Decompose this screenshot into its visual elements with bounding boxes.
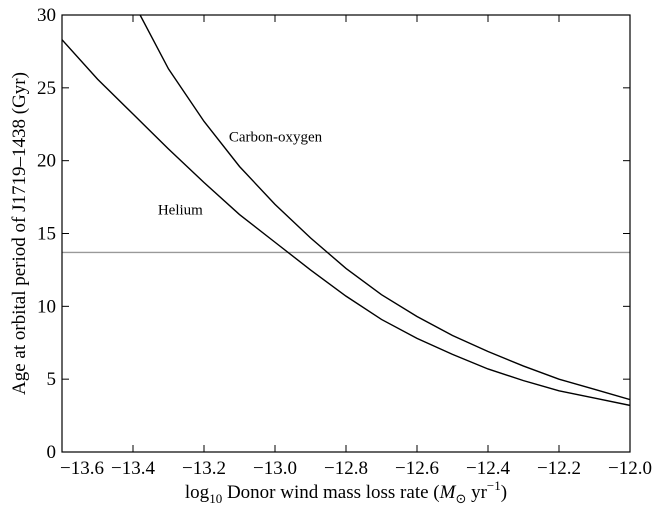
- x-tick-label: −12.2: [537, 458, 581, 479]
- x-axis-label-unit-exp: −1: [487, 478, 501, 493]
- x-tick-label: −12.4: [466, 458, 510, 479]
- x-tick-label: −13.0: [253, 458, 297, 479]
- y-tick-label: 30: [37, 5, 56, 26]
- y-tick-label: 0: [47, 442, 57, 463]
- x-axis-label: log10 Donor wind mass loss rate (M⊙ yr−1…: [185, 478, 507, 505]
- x-axis-ticks: −13.6 −13.4 −13.2 −13.0 −12.8 −12.6 −12.4 −12.2…: [60, 15, 652, 479]
- y-tick-label: 10: [37, 296, 56, 317]
- x-axis-label-unit-yr: yr: [466, 482, 487, 503]
- x-axis-label-main: Donor wind mass loss rate (: [222, 482, 439, 503]
- x-tick-label: −13.6: [60, 458, 104, 479]
- plot-area: Carbon-oxygen Helium: [61, 14, 631, 453]
- y-axis-ticks: 0 5 10 15 20 25 30: [37, 5, 630, 463]
- x-axis-label-close: ): [501, 482, 507, 503]
- y-tick-label: 15: [37, 224, 56, 245]
- y-tick-label: 20: [37, 151, 56, 172]
- x-axis-label-log: log: [185, 482, 210, 503]
- x-tick-label: −12.6: [395, 458, 439, 479]
- y-tick-label: 5: [47, 369, 57, 390]
- series-line-helium: [62, 39, 630, 407]
- y-axis-label: Age at orbital period of J1719–1438 (Gyr…: [9, 72, 30, 395]
- x-tick-label: −12.0: [608, 458, 652, 479]
- annotation-helium: Helium: [158, 203, 203, 219]
- x-tick-label: −13.2: [182, 458, 226, 479]
- x-axis-label-log-base: 10: [209, 491, 222, 505]
- x-axis-label-unit-m: M: [439, 482, 457, 503]
- annotation-carbon-oxygen: Carbon-oxygen: [229, 130, 323, 146]
- series-line-carbon-oxygen: [139, 15, 630, 401]
- x-tick-label: −13.4: [111, 458, 155, 479]
- x-tick-label: −12.8: [324, 458, 368, 479]
- y-tick-label: 25: [37, 78, 56, 99]
- x-axis-label-unit-sun: ⊙: [455, 492, 466, 505]
